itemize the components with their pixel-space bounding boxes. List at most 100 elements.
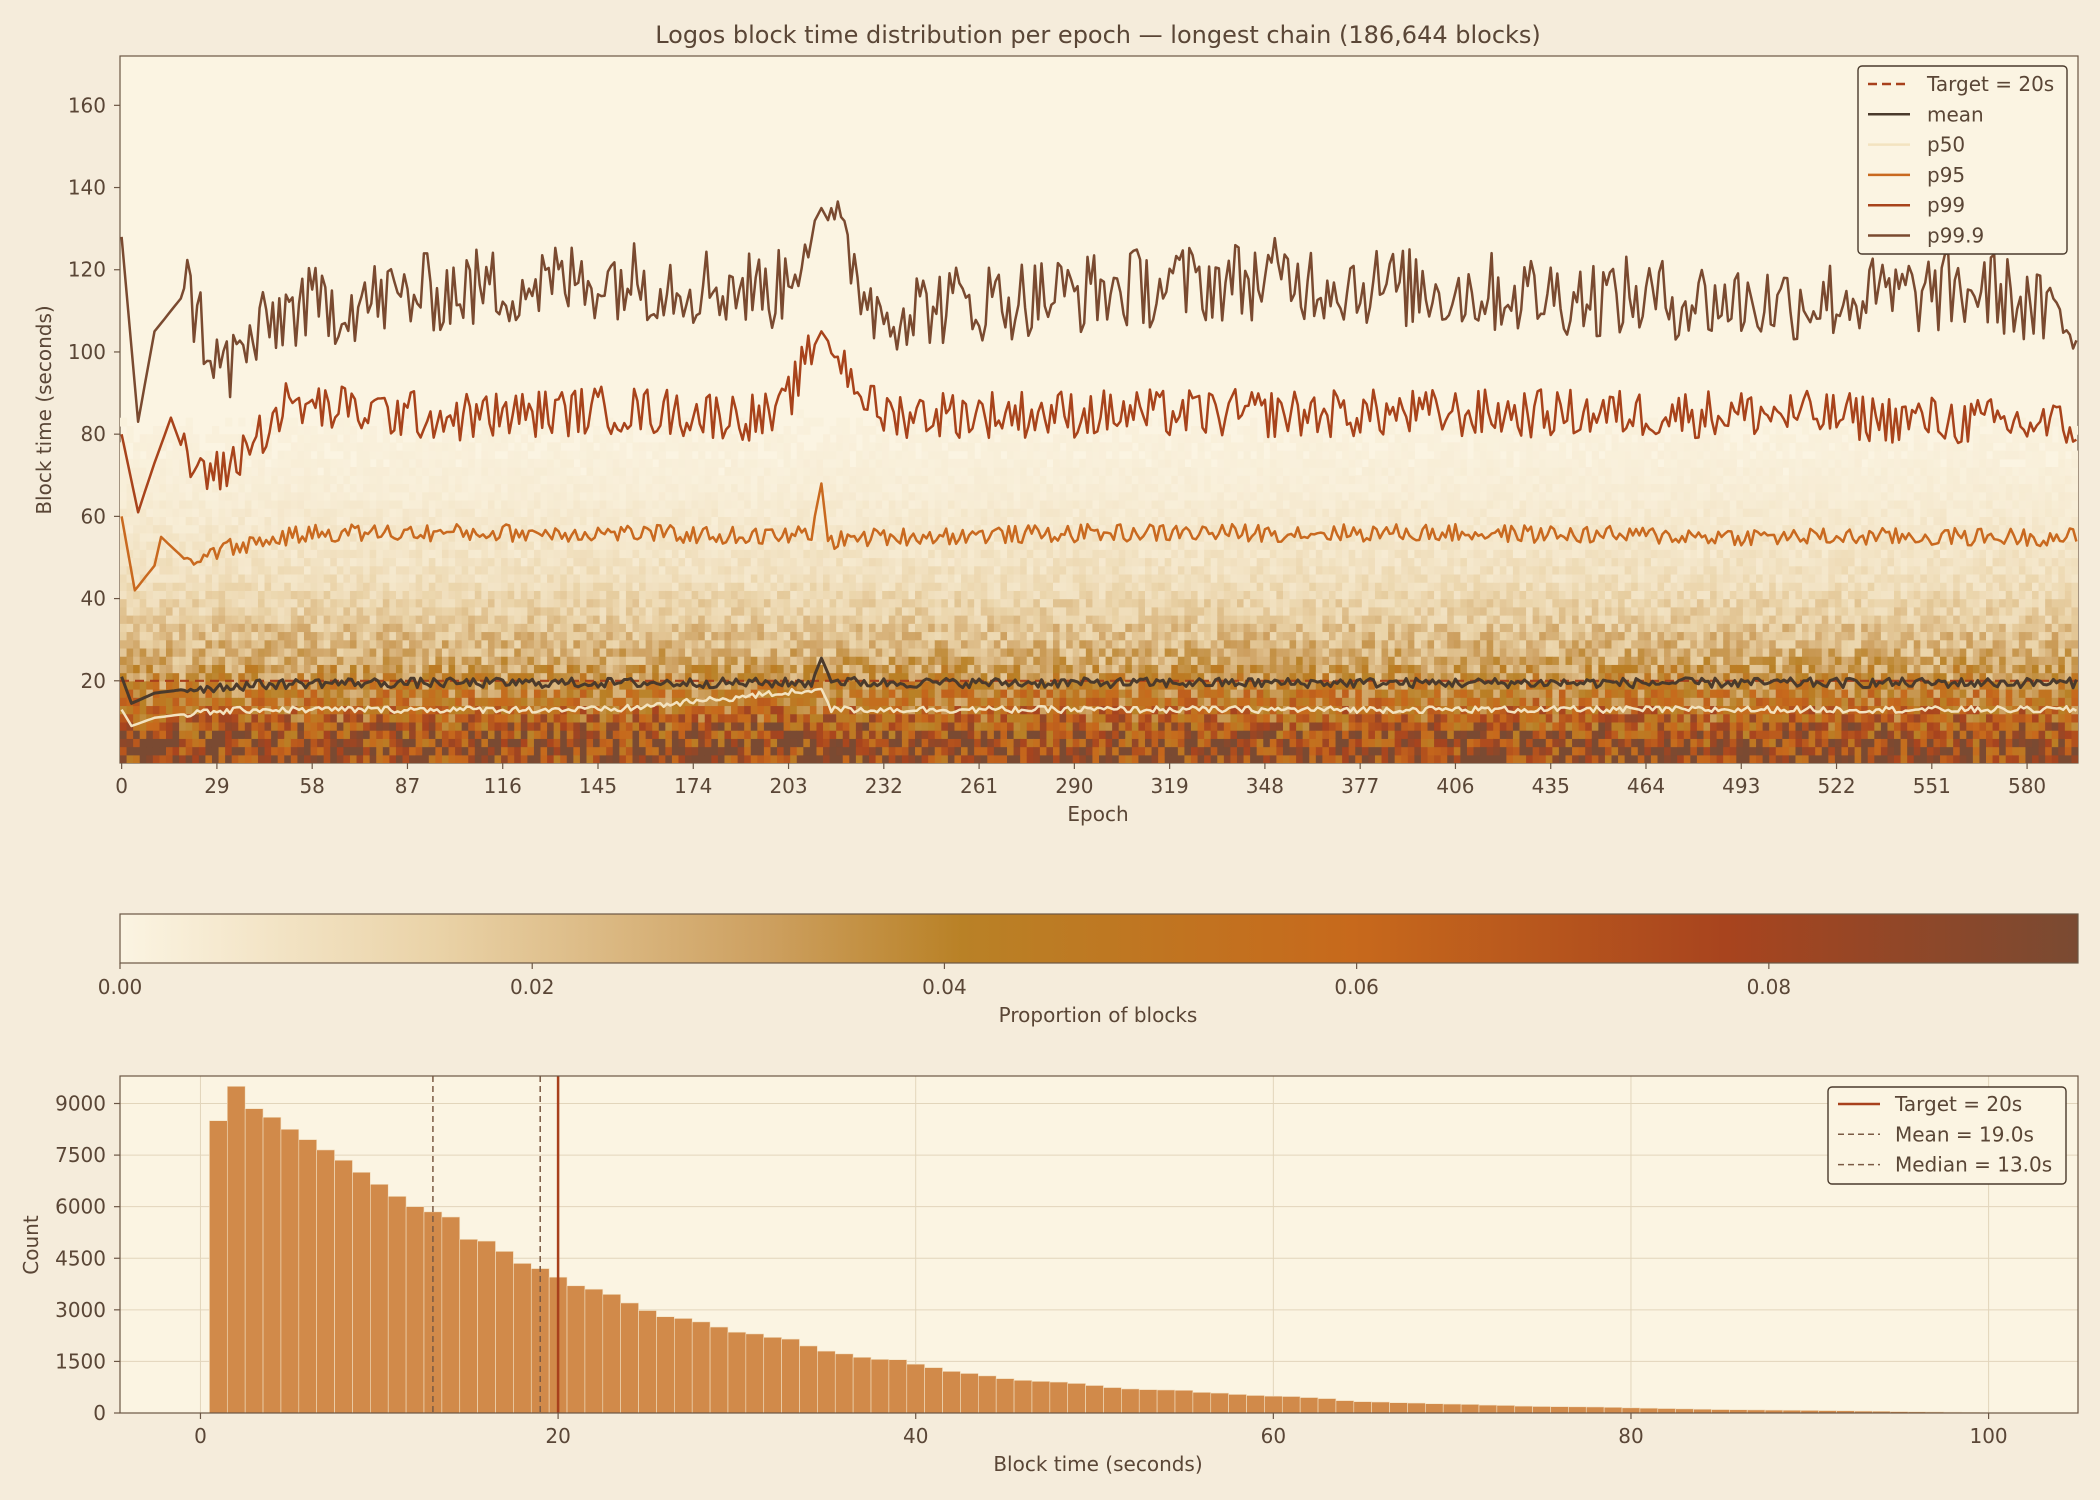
heatmap-cell <box>711 467 719 476</box>
heatmap-cell <box>336 590 344 600</box>
heatmap-cell <box>809 417 818 427</box>
heatmap-cell <box>816 475 824 485</box>
heatmap-cell <box>389 672 397 682</box>
heatmap-cell <box>487 738 496 748</box>
heatmap-cell <box>198 565 207 575</box>
heatmap-cell <box>231 615 239 624</box>
heatmap-cell <box>533 483 542 493</box>
heatmap-cell <box>586 483 594 493</box>
heatmap-cell <box>928 721 936 731</box>
heatmap-cell <box>645 467 653 476</box>
heatmap-cell <box>146 705 154 715</box>
heatmap-cell <box>363 746 371 756</box>
heatmap-cell <box>547 483 555 493</box>
heatmap-cell <box>553 705 561 715</box>
heatmap-cell <box>468 623 476 633</box>
heatmap-cell <box>915 656 923 665</box>
heatmap-cell <box>862 606 870 616</box>
heatmap-cell <box>369 705 377 715</box>
heatmap-cell <box>198 730 207 739</box>
heatmap-cell <box>645 647 653 657</box>
heatmap-cell <box>448 623 456 633</box>
heatmap-cell <box>777 573 785 583</box>
heatmap-cell <box>691 631 699 641</box>
heatmap-cell <box>461 467 469 476</box>
heatmap-cell <box>928 508 936 517</box>
heatmap-cell <box>317 713 325 723</box>
heatmap-cell <box>612 582 620 591</box>
heatmap-cell <box>336 639 344 649</box>
heatmap-cell <box>777 483 785 493</box>
heatmap-cell <box>882 582 890 591</box>
heatmap-cell <box>691 549 699 559</box>
heatmap-cell <box>487 721 496 731</box>
heatmap-cell <box>540 672 548 682</box>
heatmap-cell <box>428 442 436 452</box>
heatmap-cell <box>527 730 535 739</box>
heatmap-cell <box>501 590 509 600</box>
heatmap-cell <box>290 499 298 509</box>
heatmap-cell <box>422 532 430 542</box>
heatmap-cell <box>691 647 699 657</box>
heatmap-cell <box>277 483 285 493</box>
heatmap-cell <box>829 623 837 633</box>
heatmap-cell <box>501 615 509 624</box>
heatmap-cell <box>553 713 561 723</box>
heatmap-cell <box>540 713 548 723</box>
heatmap-cell <box>625 532 634 542</box>
heatmap-cell <box>192 573 200 583</box>
heatmap-cell <box>284 590 292 600</box>
heatmap-cell <box>481 738 489 748</box>
heatmap-cell <box>402 672 410 682</box>
heatmap-cell <box>126 689 134 698</box>
heatmap-cell <box>218 647 226 657</box>
heatmap-cell <box>836 565 844 575</box>
heatmap-cell <box>343 483 351 493</box>
heatmap-cell <box>895 697 903 707</box>
heatmap-cell <box>836 417 844 427</box>
heatmap-cell <box>461 450 469 460</box>
heatmap-cell <box>711 631 719 641</box>
heatmap-cell <box>468 450 476 460</box>
heatmap-cell <box>849 647 857 657</box>
heatmap-cell <box>389 746 397 756</box>
heatmap-cell <box>501 442 509 452</box>
heatmap-cell <box>468 524 476 534</box>
heatmap-cell <box>921 606 929 616</box>
heatmap-cell <box>645 664 653 674</box>
heatmap-cell <box>271 475 279 485</box>
heatmap-cell <box>376 746 384 756</box>
heatmap-cell <box>231 647 239 657</box>
heatmap-cell <box>441 647 450 657</box>
heatmap-cell <box>389 721 397 731</box>
heatmap-cell <box>422 639 430 649</box>
heatmap-cell <box>244 713 253 723</box>
heatmap-cell <box>908 524 916 534</box>
heatmap-cell <box>356 647 364 657</box>
heatmap-cell <box>363 434 371 443</box>
heatmap-cell <box>599 532 607 542</box>
heatmap-cell <box>704 573 712 583</box>
heatmap-cell <box>520 721 528 731</box>
heatmap-cell <box>343 631 351 641</box>
heatmap-cell <box>750 615 758 624</box>
heatmap-cell <box>165 713 174 723</box>
heatmap-cell <box>323 491 331 501</box>
heatmap-cell <box>172 541 180 550</box>
heatmap-cell <box>487 590 496 600</box>
heatmap-cell <box>363 623 371 633</box>
heatmap-cell <box>330 647 338 657</box>
heatmap-cell <box>579 730 588 739</box>
heatmap-cell <box>777 549 785 559</box>
heatmap-cell <box>566 697 574 707</box>
heatmap-cell <box>836 754 844 763</box>
heatmap-cell <box>474 565 482 575</box>
heatmap-cell <box>428 475 436 485</box>
heatmap-cell <box>849 582 857 591</box>
heatmap-cell <box>238 483 246 493</box>
heatmap-cell <box>770 491 778 501</box>
heatmap-cell <box>455 549 463 559</box>
heatmap-cell <box>639 713 647 723</box>
heatmap-cell <box>126 425 134 435</box>
heatmap-cell <box>816 458 824 468</box>
